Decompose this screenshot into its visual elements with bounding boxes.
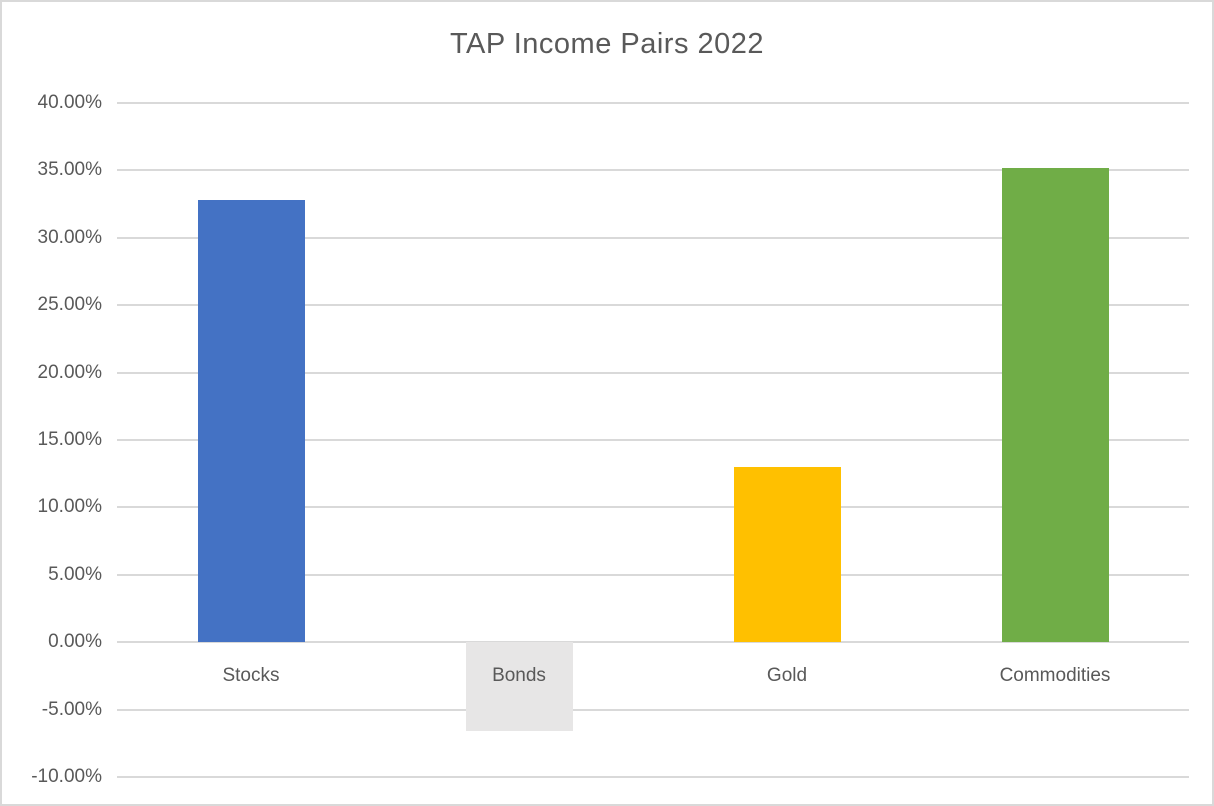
bar-gold: [733, 466, 841, 643]
x-axis-category-label: Stocks: [222, 665, 280, 686]
y-axis-tick-label: 20.00%: [37, 361, 102, 383]
y-axis-tick-label: -5.00%: [41, 698, 102, 720]
bar-commodities: [1001, 167, 1109, 643]
gridline: [117, 506, 1189, 509]
gridline: [117, 641, 1189, 644]
x-axis-category-label: Bonds: [492, 665, 546, 686]
y-axis-tick-label: -10.00%: [31, 766, 102, 787]
x-axis-category-label: Gold: [766, 665, 808, 686]
gridline: [117, 102, 1189, 104]
gridline: [117, 708, 1189, 711]
gridline: [117, 169, 1189, 172]
gridline: [117, 371, 1189, 374]
y-axis-tick-label: 0.00%: [48, 631, 102, 653]
gridline: [117, 776, 1189, 778]
bar-stocks: [197, 200, 305, 643]
y-axis-tick-label: 15.00%: [37, 429, 102, 450]
x-axis-category-label: Commodities: [999, 665, 1111, 686]
bar-bonds: [465, 642, 573, 732]
gridline: [117, 304, 1189, 307]
gridline: [117, 236, 1189, 239]
y-axis-tick-label: 40.00%: [37, 92, 102, 113]
y-axis-tick-label: 25.00%: [37, 294, 102, 316]
y-axis-tick-label: 35.00%: [37, 159, 102, 181]
gridline: [117, 439, 1189, 441]
gridline: [117, 573, 1189, 576]
y-axis-tick-label: 10.00%: [37, 496, 102, 518]
chart-title: TAP Income Pairs 2022: [449, 28, 765, 60]
y-axis-tick-label: 5.00%: [48, 563, 102, 585]
y-axis-tick-label: 30.00%: [37, 226, 102, 248]
